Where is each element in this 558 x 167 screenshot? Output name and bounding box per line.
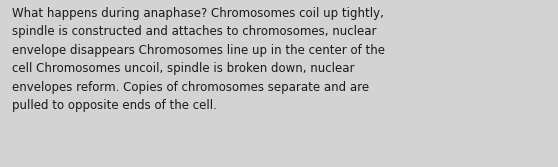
Text: What happens during anaphase? Chromosomes coil up tightly,
spindle is constructe: What happens during anaphase? Chromosome… [12, 7, 385, 112]
